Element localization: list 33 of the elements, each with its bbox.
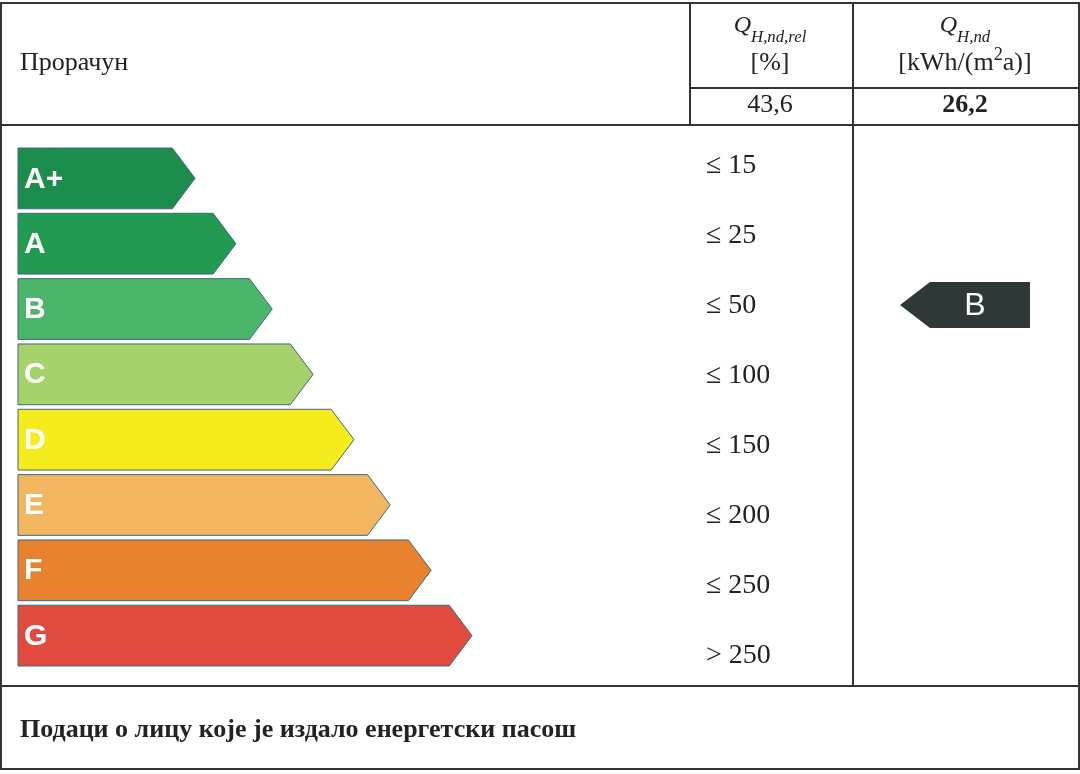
y-tick-label: F — [24, 552, 43, 586]
text: ≤ 15 — [706, 147, 757, 179]
text: 43,6 — [747, 89, 793, 118]
text: > 250 — [706, 637, 771, 669]
y-tick-label: A — [24, 225, 46, 259]
text: ≤ 50 — [706, 287, 757, 319]
bar — [17, 604, 473, 667]
bar — [17, 343, 314, 406]
text: ≤ 25 — [706, 217, 757, 249]
y-tick-label: B — [24, 291, 46, 325]
bar — [17, 408, 355, 471]
y-tick-label: G — [24, 617, 48, 651]
text: Q$_{H,nd,rel}$ — [733, 11, 807, 46]
text: Прорачун — [20, 47, 129, 76]
text: [%] — [750, 47, 790, 76]
text: Q$_{H,nd}$ — [939, 11, 991, 46]
text: 26,2 — [942, 89, 988, 118]
bar — [17, 474, 391, 536]
text: [kWh/(m$^{2}$a)] — [898, 44, 1032, 76]
rating-indicator: B — [900, 282, 1030, 328]
y-tick-label: C — [24, 356, 46, 390]
bar — [17, 147, 196, 210]
y-tick-label: D — [24, 421, 46, 455]
text: ≤ 150 — [706, 427, 771, 459]
y-tick-label: A+ — [24, 160, 64, 194]
y-tick-label: E — [24, 487, 45, 521]
text: ≤ 250 — [706, 567, 771, 599]
text: ≤ 200 — [706, 497, 771, 529]
text: Подаци о лицу које је издало енергетски пасош — [20, 714, 577, 743]
bar — [17, 212, 237, 275]
bar — [17, 278, 273, 340]
text: ≤ 100 — [706, 357, 771, 389]
bar — [17, 539, 432, 602]
